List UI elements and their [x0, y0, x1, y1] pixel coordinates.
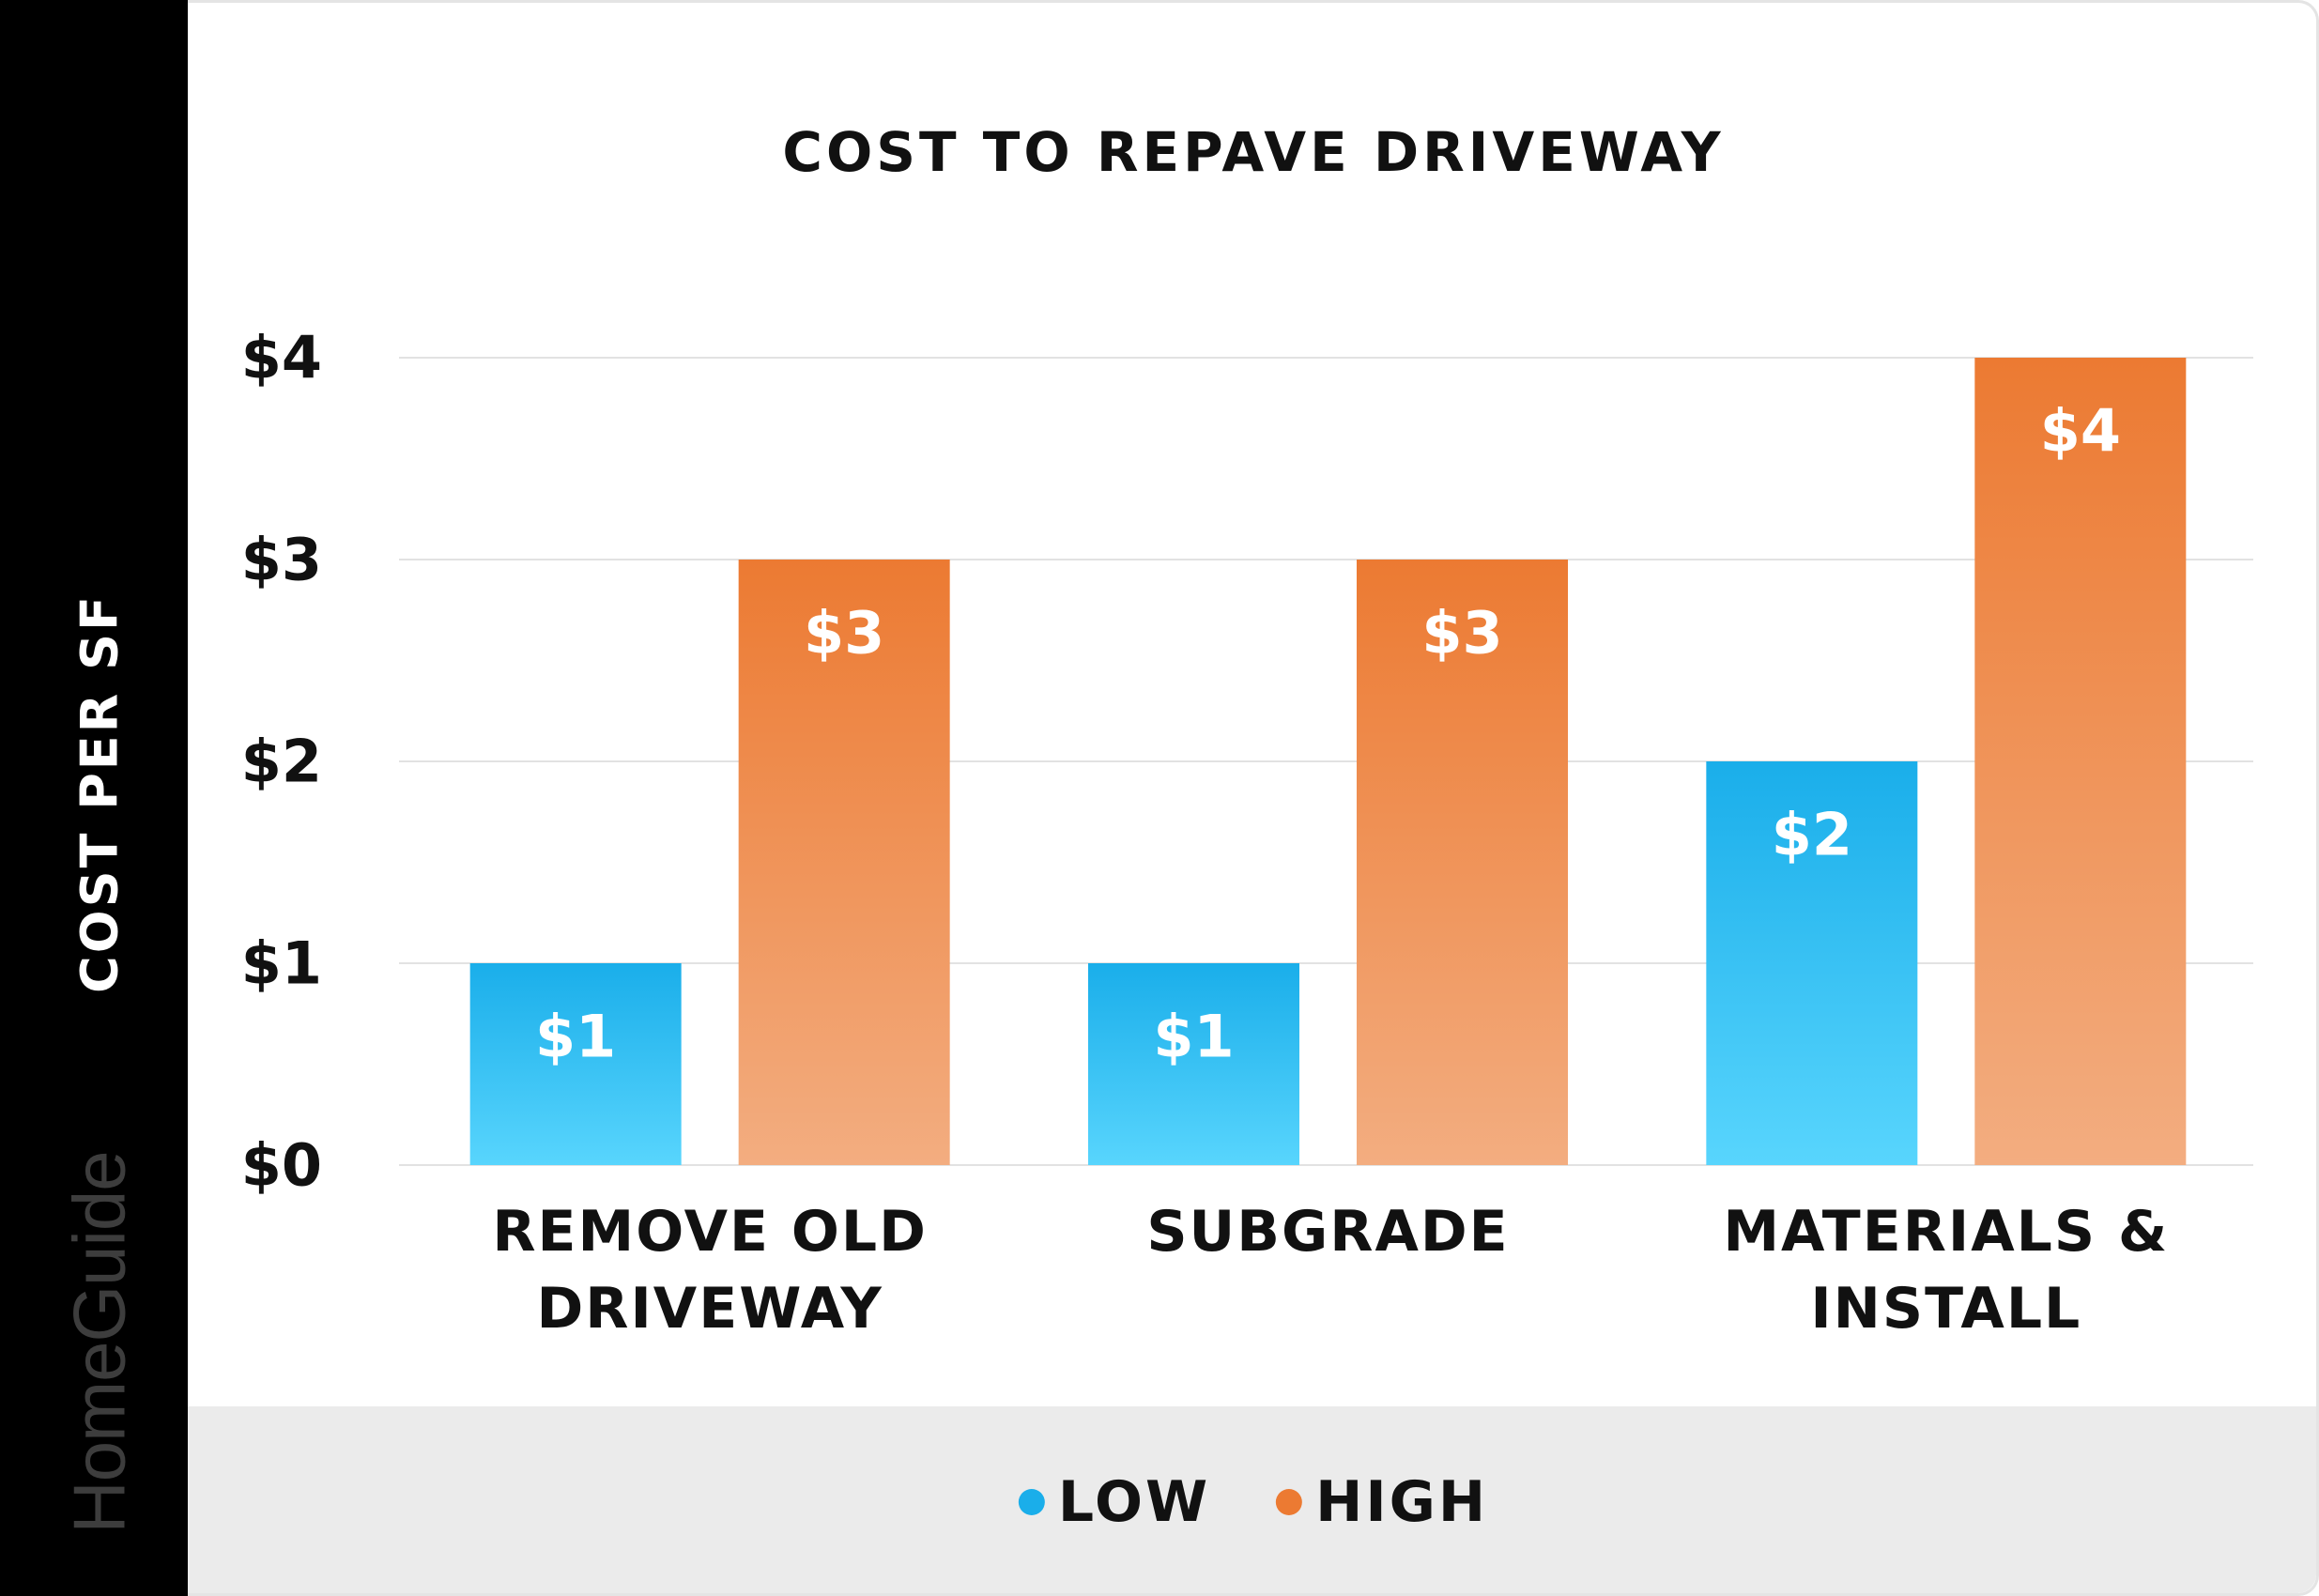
bar-high [738, 560, 950, 1165]
bar-low [469, 963, 682, 1165]
y-tick-label: $3 [241, 526, 322, 594]
bar-low [1706, 761, 1918, 1165]
y-tick-label: $0 [241, 1131, 322, 1200]
x-category-label: REMOVE OLD DRIVEWAY [492, 1199, 928, 1342]
chart-title: COST TO REPAVE DRIVEWAY [782, 120, 1725, 184]
legend-band [188, 1406, 2316, 1593]
x-category-label: SUBGRADE [1146, 1199, 1509, 1265]
legend-label-high: HIGH [1315, 1469, 1489, 1535]
bar-high [1357, 560, 1568, 1165]
bar-value-label: $2 [1772, 801, 1852, 869]
y-tick-label: $4 [241, 324, 322, 392]
chart-panel [188, 0, 2319, 1596]
bar-value-label: $3 [804, 599, 884, 668]
bar-value-label: $4 [2040, 397, 2121, 466]
y-tick-label: $2 [241, 728, 322, 796]
legend-swatch-low [1018, 1489, 1045, 1515]
legend-item-high: HIGH [1276, 1469, 1488, 1535]
legend-item-low: LOW [1018, 1469, 1211, 1535]
legend: LOW HIGH [1018, 1469, 1488, 1535]
bar-low [1088, 963, 1299, 1165]
sidebar: COST PER SF HomeGuide [0, 0, 188, 1596]
bar-value-label: $1 [535, 1003, 616, 1071]
x-category-label: MATERIALS & INSTALL [1723, 1199, 2169, 1342]
y-tick-label: $1 [241, 929, 322, 998]
legend-swatch-high [1276, 1489, 1303, 1515]
bar-value-label: $1 [1153, 1003, 1234, 1071]
bar-value-label: $3 [1421, 599, 1502, 668]
legend-label-low: LOW [1057, 1469, 1211, 1535]
bar-high [1974, 358, 2187, 1165]
